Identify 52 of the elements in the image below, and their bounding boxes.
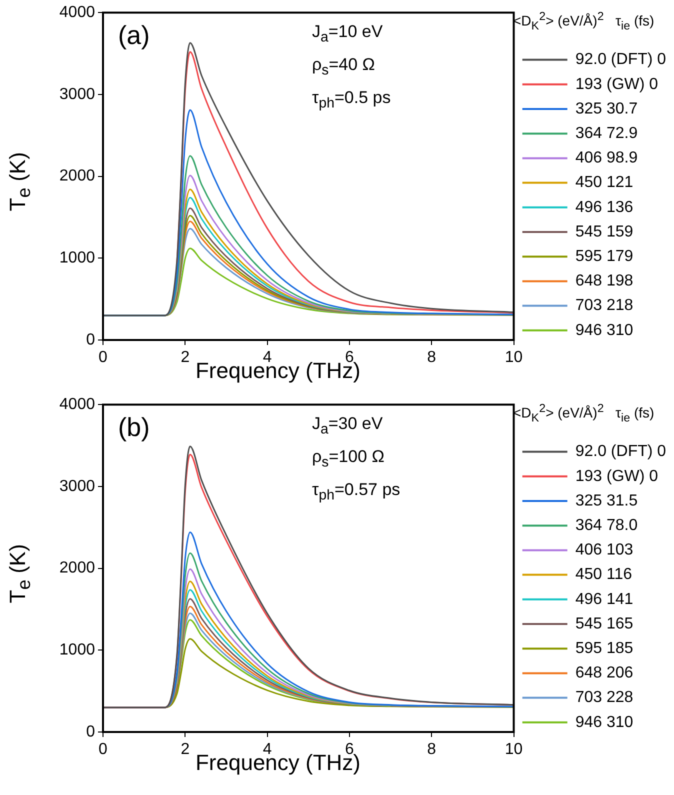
legend-label: 450 121: [575, 174, 634, 192]
annotation: ρ$_{s}$=100 Ω: [312, 447, 384, 470]
legend-label: 406 98.9: [575, 150, 638, 167]
legend-label: 193 (GW) 0: [575, 468, 658, 485]
legend-label: 496 136: [575, 198, 634, 216]
legend-label: 946 310: [575, 322, 634, 339]
legend-label: 364 72.9: [575, 125, 638, 142]
annotation: τ$_{ph}$=0.57 ps: [312, 480, 400, 504]
legend-label: 325 30.7: [575, 100, 638, 118]
legend-label: 92.0 (DFT) 0: [575, 51, 666, 68]
legend-label: 406 103: [575, 542, 634, 559]
legend-label: 946 310: [575, 714, 634, 731]
y-tick-label: 2000: [59, 168, 96, 185]
y-tick-label: 1000: [59, 642, 96, 659]
legend-label: 703 228: [575, 689, 634, 706]
legend-label: 545 159: [575, 223, 634, 240]
annotation: τ$_{ph}$=0.5 ps: [312, 88, 391, 112]
x-tick-label: 0: [98, 349, 108, 366]
legend-label: 703 218: [575, 297, 634, 314]
legend-label: 496 141: [575, 590, 634, 608]
x-tick-label: 8: [427, 741, 436, 758]
y-tick-label: 2000: [59, 560, 96, 577]
legend-label: 545 165: [575, 615, 634, 632]
legend-label: 595 185: [575, 640, 634, 658]
legend-label: 193 (GW) 0: [575, 76, 658, 93]
legend-title: <D$_{K}$$^{2}$> (eV/Å)$^{2}$ τ$_{ie}$ (fs): [513, 402, 656, 426]
y-tick-label: 4000: [59, 4, 96, 22]
y-tick-label: 0: [86, 331, 96, 348]
annotation: ρ$_{s}$=40 Ω: [312, 55, 376, 78]
y-tick-label: 1000: [59, 250, 96, 267]
legend-label: 364 78.0: [575, 517, 638, 534]
y-tick-label: 3000: [59, 478, 96, 495]
legend-label: 648 198: [575, 272, 634, 290]
legend-label: 325 31.5: [575, 492, 638, 510]
legend-label: 450 116: [575, 566, 632, 584]
x-tick-label: 2: [180, 741, 190, 758]
legend-label: 92.0 (DFT) 0: [575, 443, 666, 460]
x-tick-label: 0: [98, 741, 108, 758]
y-tick-label: 0: [86, 723, 96, 740]
x-tick-label: 8: [427, 349, 436, 366]
legend-label: 595 179: [575, 248, 634, 266]
annotation: (b): [118, 412, 150, 443]
annotation: J$_{a}$=10 eV: [312, 22, 383, 46]
annotation: (a): [118, 20, 150, 51]
x-tick-label: 10: [504, 741, 523, 758]
legend-title: <D$_{K}$$^{2}$> (eV/Å)$^{2}$ τ$_{ie}$ (fs): [513, 10, 656, 34]
y-tick-label: 3000: [59, 86, 96, 103]
annotation: J$_{a}$=30 eV: [312, 414, 383, 438]
x-tick-label: 10: [504, 349, 523, 366]
x-tick-label: 2: [180, 349, 190, 366]
y-tick-label: 4000: [59, 396, 96, 414]
legend-label: 648 206: [575, 664, 634, 682]
